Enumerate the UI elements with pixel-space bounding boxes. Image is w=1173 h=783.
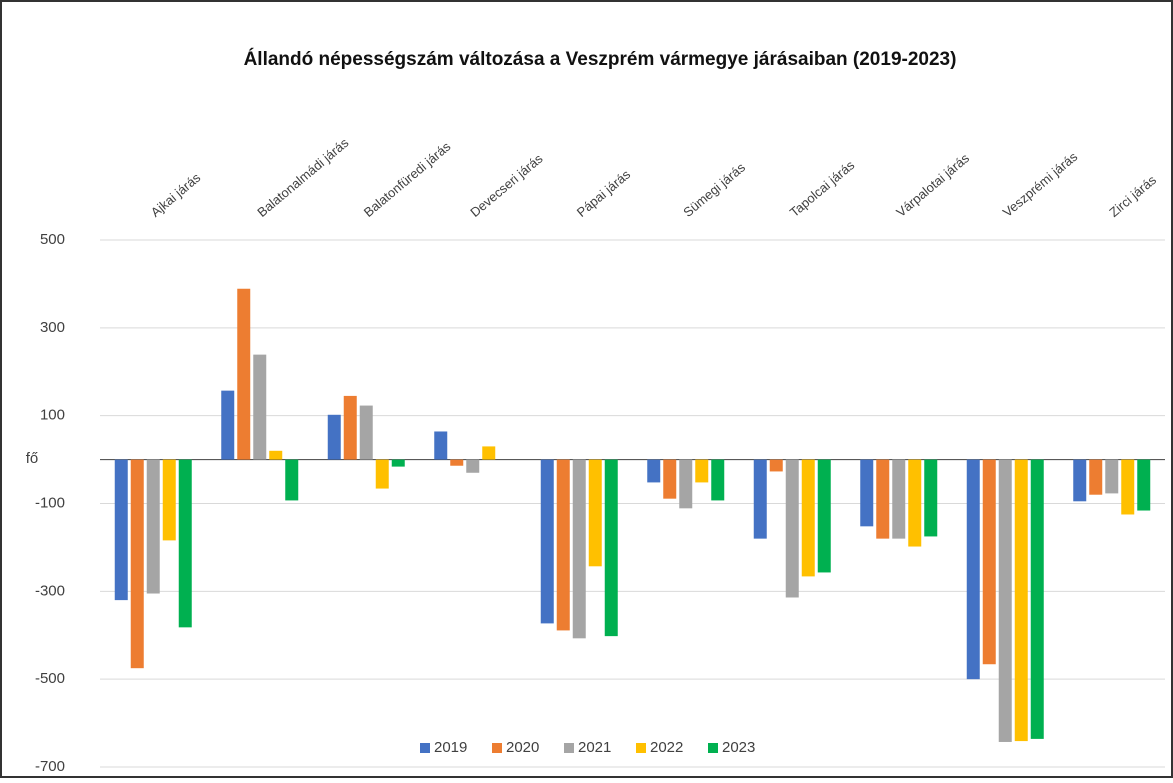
bar bbox=[391, 459, 405, 467]
bar bbox=[1073, 459, 1087, 502]
legend-swatch bbox=[492, 743, 502, 753]
bar bbox=[1014, 459, 1028, 742]
bar bbox=[375, 459, 389, 489]
bar bbox=[466, 459, 480, 473]
legend-label: 2021 bbox=[578, 739, 611, 756]
bar bbox=[146, 459, 160, 594]
legend-swatch bbox=[564, 743, 574, 753]
bar bbox=[908, 459, 922, 547]
bar bbox=[253, 354, 267, 460]
y-tick-label: 100 bbox=[40, 407, 65, 424]
bar bbox=[162, 459, 176, 541]
bar bbox=[285, 459, 299, 501]
bar bbox=[359, 405, 373, 460]
bar bbox=[434, 431, 448, 460]
bar bbox=[1089, 459, 1103, 495]
bar bbox=[801, 459, 815, 577]
legend-label: 2020 bbox=[506, 739, 539, 756]
bar bbox=[572, 459, 586, 639]
bar bbox=[1030, 459, 1044, 739]
bar bbox=[892, 459, 906, 539]
y-tick-label: 500 bbox=[40, 231, 65, 248]
bar bbox=[343, 395, 357, 460]
legend-swatch bbox=[708, 743, 718, 753]
bar bbox=[711, 459, 725, 501]
bar bbox=[753, 459, 767, 539]
bar bbox=[982, 459, 996, 665]
bar bbox=[540, 459, 554, 624]
bar bbox=[998, 459, 1012, 742]
bar bbox=[114, 459, 128, 601]
y-tick-label: 300 bbox=[40, 319, 65, 336]
bar bbox=[269, 450, 283, 460]
bar bbox=[1121, 459, 1135, 515]
legend-swatch bbox=[420, 743, 430, 753]
bar bbox=[860, 459, 874, 527]
bar bbox=[130, 459, 144, 669]
bar bbox=[237, 288, 251, 460]
bar bbox=[482, 446, 496, 460]
bar bbox=[679, 459, 693, 509]
chart-title: Állandó népességszám változása a Veszpré… bbox=[244, 48, 957, 70]
bar bbox=[663, 459, 677, 499]
bar bbox=[647, 459, 661, 483]
legend-label: 2022 bbox=[650, 739, 683, 756]
bar bbox=[556, 459, 570, 631]
bar bbox=[924, 459, 938, 537]
bar bbox=[1105, 459, 1119, 494]
bar bbox=[817, 459, 831, 573]
y-tick-label: -700 bbox=[35, 758, 65, 775]
y-tick-label: -500 bbox=[35, 670, 65, 687]
bar bbox=[327, 414, 341, 460]
bar bbox=[178, 459, 192, 628]
bar bbox=[966, 459, 980, 680]
legend-swatch bbox=[636, 743, 646, 753]
legend-label: 2019 bbox=[434, 739, 467, 756]
bar bbox=[769, 459, 783, 472]
bar bbox=[450, 459, 464, 466]
bar bbox=[695, 459, 709, 483]
legend-label: 2023 bbox=[722, 739, 755, 756]
bar bbox=[221, 390, 235, 460]
y-tick-label: -300 bbox=[35, 582, 65, 599]
y-axis-label: fő bbox=[26, 450, 39, 467]
bar bbox=[785, 459, 799, 598]
bar bbox=[1137, 459, 1151, 511]
bar bbox=[588, 459, 602, 567]
bar bbox=[604, 459, 618, 637]
bar bbox=[876, 459, 890, 539]
y-tick-label: -100 bbox=[35, 494, 65, 511]
